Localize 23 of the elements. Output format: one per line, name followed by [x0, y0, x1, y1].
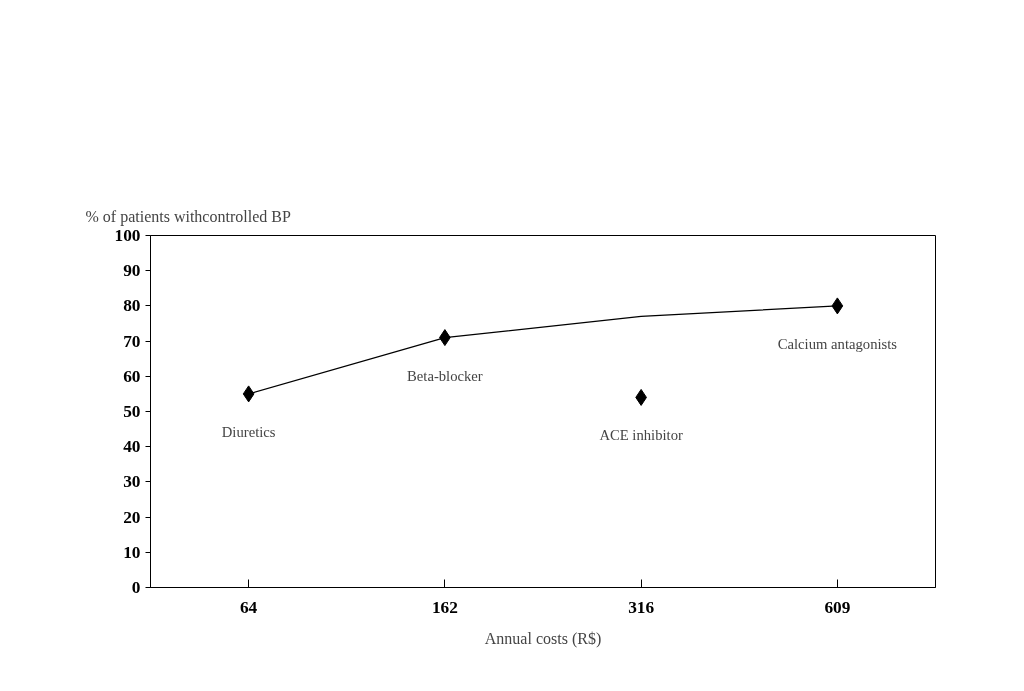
y-tick-label: 80 — [123, 296, 141, 316]
y-tick-label: 60 — [123, 366, 141, 386]
annotation: ACE inhibitor — [599, 427, 683, 444]
y-axis-title: % of patients withcontrolled BP — [85, 207, 291, 226]
x-tick-label: 316 — [628, 597, 655, 617]
y-tick-label: 40 — [123, 437, 141, 457]
x-tick-label: 64 — [239, 597, 258, 617]
y-tick-label: 50 — [123, 402, 141, 421]
point — [831, 297, 844, 315]
y-tick-label: 30 — [123, 472, 141, 492]
y-tick-label: 90 — [123, 261, 141, 281]
y-tick-label: 10 — [123, 542, 141, 562]
x-tick-label: 162 — [431, 597, 458, 617]
x-tick-label: 609 — [824, 597, 851, 617]
point — [242, 385, 255, 403]
y-tick-label: 20 — [123, 507, 141, 527]
annotation: Beta-blocker — [407, 367, 483, 384]
y-tick-label: 100 — [114, 226, 141, 245]
annotation: Diuretics — [221, 423, 276, 440]
annotation: Calcium antagonists — [777, 335, 898, 352]
y-tick-label: 70 — [123, 331, 141, 351]
y-tick-label: 0 — [131, 578, 141, 597]
x-axis-title: Annual costs (R$) — [484, 629, 602, 648]
